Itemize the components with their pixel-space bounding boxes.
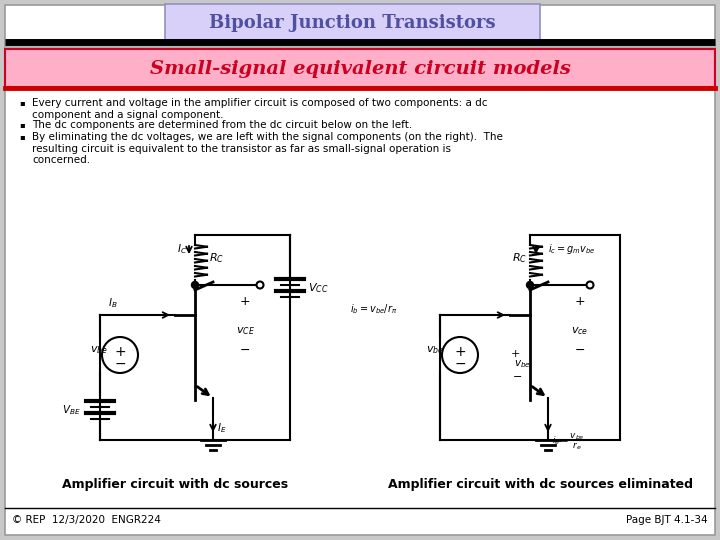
- Text: $+$: $+$: [454, 345, 466, 359]
- Text: By eliminating the dc voltages, we are left with the signal components (on the r: By eliminating the dc voltages, we are l…: [32, 132, 503, 165]
- Text: $-$: $-$: [240, 343, 251, 356]
- Circle shape: [442, 337, 478, 373]
- Circle shape: [526, 281, 534, 288]
- Circle shape: [587, 281, 593, 288]
- Text: ▪: ▪: [19, 120, 24, 129]
- Text: Page BJT 4.1-34: Page BJT 4.1-34: [626, 515, 708, 525]
- Text: $+$: $+$: [510, 348, 520, 359]
- Text: $I_E$: $I_E$: [217, 421, 227, 435]
- Text: $v_{ce}$: $v_{ce}$: [572, 325, 589, 337]
- Text: Amplifier circuit with dc sources: Amplifier circuit with dc sources: [62, 478, 288, 491]
- Text: $V_{BE}$: $V_{BE}$: [62, 403, 81, 417]
- Circle shape: [256, 281, 264, 288]
- Text: $i_c = g_m v_{be}$: $i_c = g_m v_{be}$: [548, 242, 596, 256]
- Text: $-$: $-$: [114, 356, 126, 370]
- Text: $+$: $+$: [114, 345, 126, 359]
- Text: Bipolar Junction Transistors: Bipolar Junction Transistors: [209, 14, 495, 32]
- Text: Every current and voltage in the amplifier circuit is composed of two components: Every current and voltage in the amplifi…: [32, 98, 487, 119]
- Text: $I_B$: $I_B$: [108, 296, 117, 310]
- Circle shape: [192, 281, 199, 288]
- Text: $v_{be}$: $v_{be}$: [90, 344, 108, 356]
- Text: $v_{be}$: $v_{be}$: [426, 344, 444, 356]
- Text: ▪: ▪: [19, 98, 24, 107]
- Text: ▪: ▪: [19, 132, 24, 141]
- Text: $v_{CE}$: $v_{CE}$: [235, 325, 254, 337]
- FancyBboxPatch shape: [5, 49, 715, 87]
- Text: © REP  12/3/2020  ENGR224: © REP 12/3/2020 ENGR224: [12, 515, 161, 525]
- Text: $i_b = v_{be}/r_\pi$: $i_b = v_{be}/r_\pi$: [350, 302, 397, 316]
- Text: $+$: $+$: [239, 295, 251, 308]
- Text: $-$: $-$: [512, 370, 522, 380]
- Text: $I_C$: $I_C$: [177, 242, 187, 256]
- Text: $R_C$: $R_C$: [209, 251, 224, 265]
- Text: Small-signal equivalent circuit models: Small-signal equivalent circuit models: [150, 60, 570, 78]
- Text: $R_C$: $R_C$: [512, 251, 527, 265]
- Text: $v_{be}$: $v_{be}$: [514, 358, 531, 370]
- FancyBboxPatch shape: [165, 4, 540, 40]
- FancyBboxPatch shape: [5, 5, 715, 535]
- Text: $i_e = \dfrac{v_{be}}{r_e}$: $i_e = \dfrac{v_{be}}{r_e}$: [552, 431, 585, 453]
- Text: $-$: $-$: [575, 343, 585, 356]
- Text: The dc components are determined from the dc circuit below on the left.: The dc components are determined from th…: [32, 120, 413, 130]
- Circle shape: [102, 337, 138, 373]
- Text: $V_{CC}$: $V_{CC}$: [308, 281, 328, 295]
- Text: $-$: $-$: [454, 356, 466, 370]
- Text: Amplifier circuit with dc sources eliminated: Amplifier circuit with dc sources elimin…: [387, 478, 693, 491]
- Text: $+$: $+$: [575, 295, 585, 308]
